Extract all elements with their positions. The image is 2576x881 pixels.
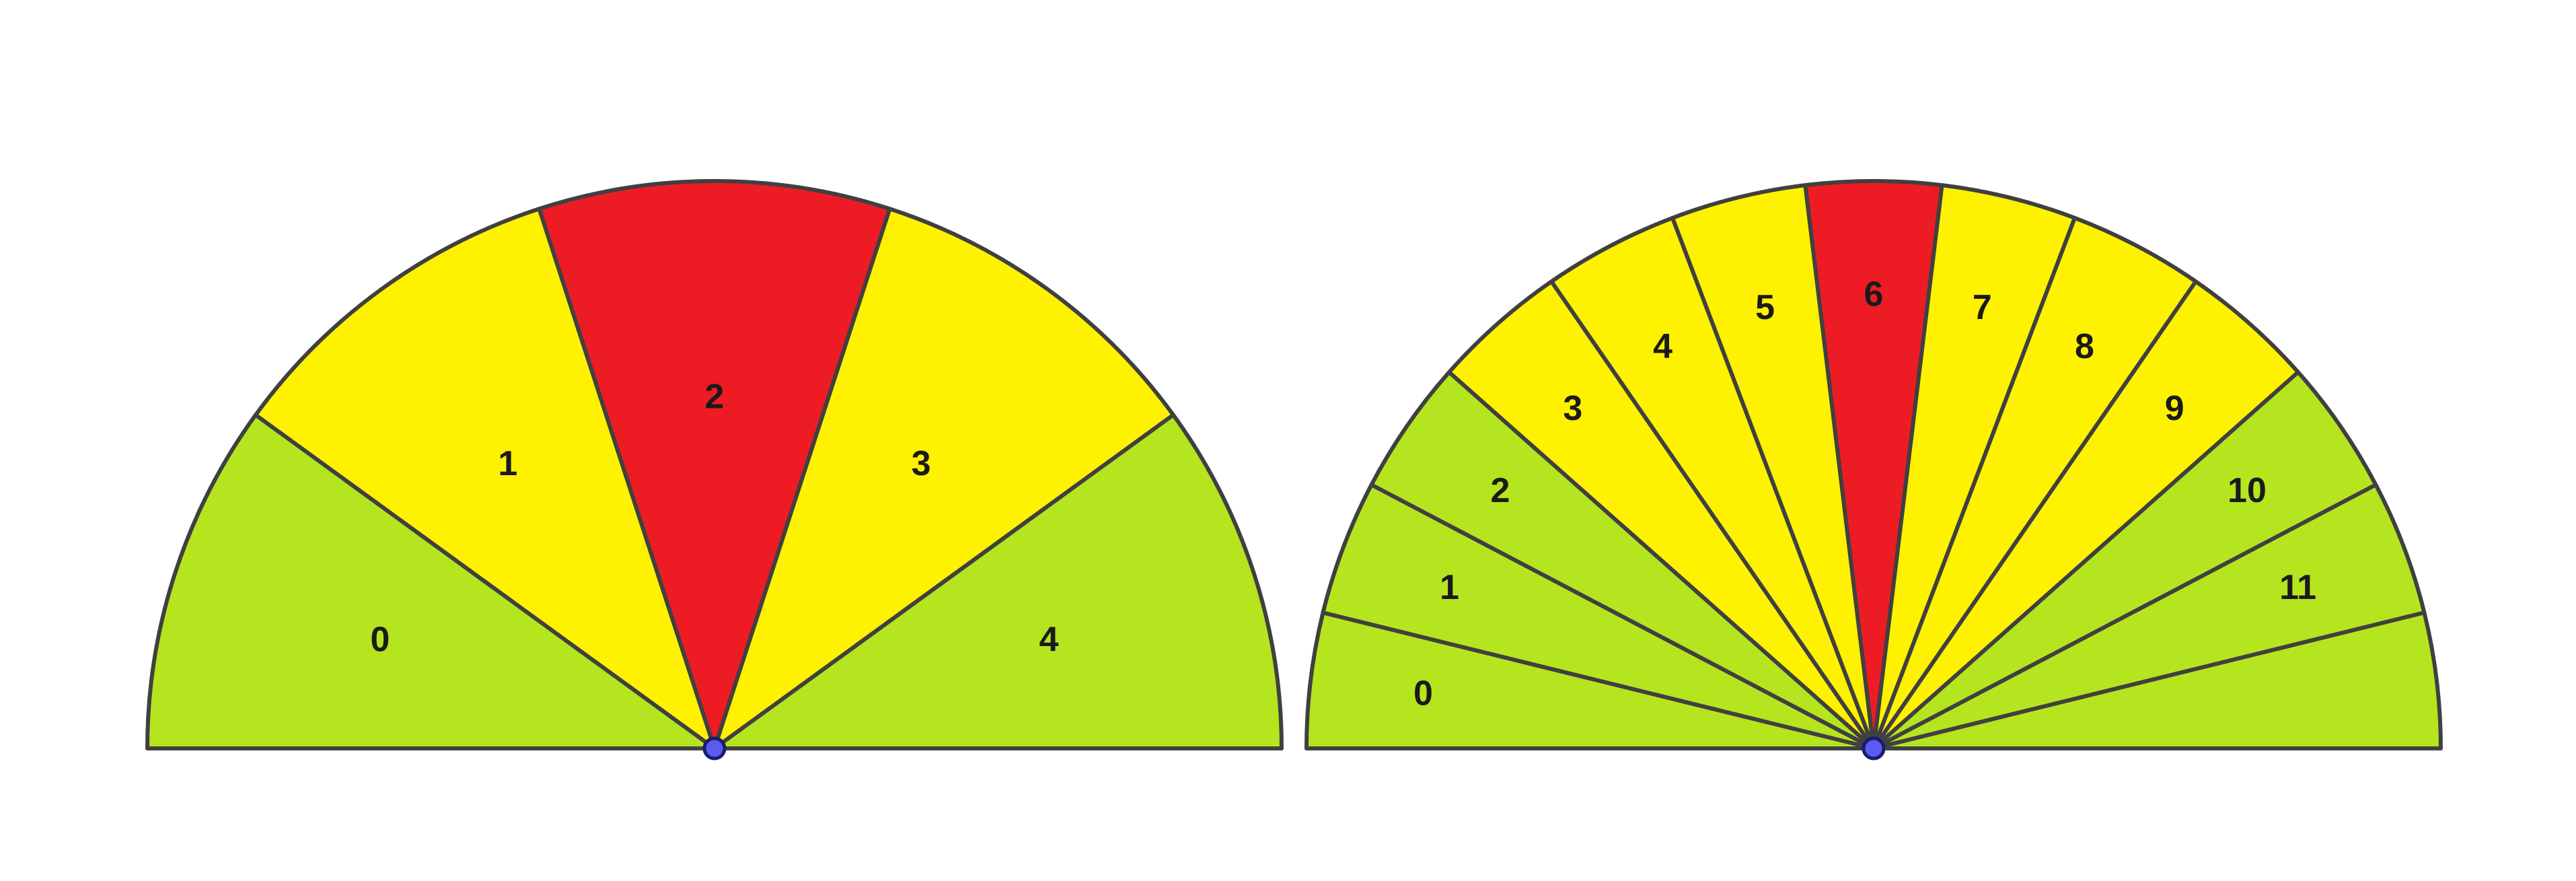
dial-five-sectors: 0 1 2 3 4: [145, 179, 1284, 761]
sector-label: 0: [1413, 674, 1433, 713]
sector-label: 7: [1973, 288, 1992, 327]
sector-label: 5: [1755, 288, 1775, 327]
sector-0-green: [145, 413, 716, 750]
sector-9-yellow: [1872, 279, 2300, 750]
sector-5-yellow: [1670, 183, 1876, 750]
sector-4-yellow: [1549, 215, 1876, 750]
sector-11-green: [1872, 483, 2427, 750]
sector-unlabeled-green: [1872, 610, 2443, 750]
sector-label: 4: [1653, 327, 1672, 366]
sector-1-yellow: [253, 207, 716, 750]
sector-label: 9: [2165, 389, 2184, 428]
sector-label: 10: [2228, 471, 2267, 510]
sector-label: 11: [2279, 568, 2316, 607]
sector-label: 0: [370, 620, 390, 659]
sector-label: 2: [705, 377, 725, 416]
sector-label: 2: [1491, 471, 1510, 510]
sector-label: 3: [1563, 389, 1582, 428]
sector-2-green: [1369, 369, 1876, 750]
dial-thirteen-sectors: 0 1 2 3 4 5 6 7 8 9 10 11: [1304, 179, 2443, 761]
sector-3-yellow: [1447, 279, 1876, 750]
sector-label: 4: [1039, 620, 1059, 659]
sector-3-yellow: [712, 207, 1175, 750]
sector-label: 8: [2075, 327, 2094, 366]
sector-4-green: [712, 413, 1284, 750]
sector-10-green: [1872, 369, 2378, 750]
sector-label: 1: [1440, 568, 1459, 607]
sector-6-red: [1803, 179, 1944, 750]
sector-8-yellow: [1872, 215, 2198, 750]
sector-label: 3: [912, 444, 931, 483]
sector-7-yellow: [1872, 183, 2077, 750]
pivot-point: [1862, 736, 1886, 761]
sector-label: 1: [498, 444, 517, 483]
sector-1-green: [1321, 483, 1876, 750]
pivot-point: [702, 736, 727, 761]
sector-label: 6: [1864, 275, 1884, 314]
sector-2-red: [537, 179, 892, 750]
